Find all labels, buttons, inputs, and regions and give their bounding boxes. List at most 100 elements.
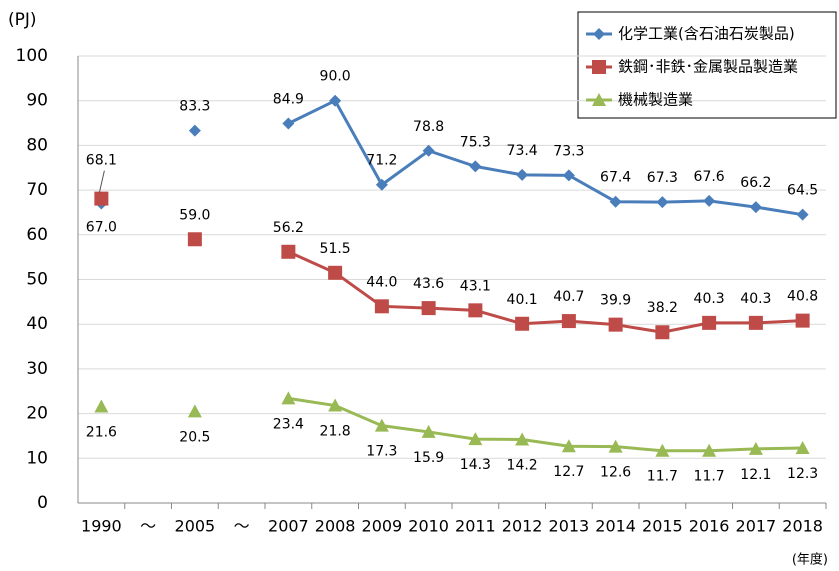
x-tick-label: 2017: [736, 517, 777, 536]
data-label: 64.5: [787, 183, 818, 199]
data-label: 66.2: [740, 175, 771, 191]
leader-line: [98, 170, 105, 193]
data-label: 40.1: [507, 292, 538, 308]
data-label: 84.9: [273, 91, 304, 107]
x-tick-label: 2005: [175, 517, 216, 536]
data-label: 21.8: [320, 424, 351, 440]
data-label: 67.4: [600, 170, 631, 186]
marker: [656, 196, 669, 209]
data-label: 90.0: [320, 69, 351, 85]
data-label: 67.0: [86, 220, 117, 236]
marker: [702, 443, 717, 457]
legend-label: 機械製造業: [618, 91, 693, 109]
data-label: 43.1: [460, 278, 491, 294]
marker: [421, 301, 436, 316]
marker: [281, 244, 296, 259]
data-label: 75.3: [460, 134, 491, 150]
marker: [608, 317, 623, 332]
marker: [703, 194, 716, 207]
marker: [748, 315, 763, 330]
marker: [328, 265, 343, 280]
y-tick-label: 60: [26, 225, 48, 245]
data-label: 73.3: [553, 143, 584, 159]
x-tick-label: 2018: [782, 517, 823, 536]
y-tick-label: 0: [37, 493, 48, 513]
data-label: 14.2: [507, 458, 538, 474]
marker: [421, 424, 436, 438]
data-label: 12.7: [553, 464, 584, 480]
x-tick-label: 2011: [455, 517, 496, 536]
marker: [561, 439, 576, 453]
x-tick-label: 2007: [268, 517, 309, 536]
marker: [328, 398, 343, 412]
data-label: 21.6: [86, 424, 117, 440]
data-label: 51.5: [320, 241, 351, 257]
y-tick-label: 10: [26, 448, 48, 468]
x-tick-label: 2010: [408, 517, 449, 536]
marker: [749, 201, 762, 214]
data-label: 23.4: [273, 416, 304, 432]
marker: [655, 325, 670, 340]
data-label: 43.6: [413, 276, 444, 292]
data-label: 11.7: [647, 469, 678, 485]
legend-label: 化学工業(含石油石炭製品): [618, 25, 795, 43]
marker: [795, 313, 810, 328]
y-tick-label: 70: [26, 180, 48, 200]
data-label: 38.2: [647, 300, 678, 316]
marker: [375, 178, 388, 191]
x-tick-label: 2016: [689, 517, 730, 536]
marker: [94, 399, 109, 413]
data-label: 40.7: [553, 289, 584, 305]
y-tick-label: 30: [26, 359, 48, 379]
marker: [562, 169, 575, 182]
marker: [281, 391, 296, 405]
marker: [469, 160, 482, 173]
marker: [592, 60, 606, 74]
x-tick-label: 2008: [315, 517, 356, 536]
marker: [608, 439, 623, 453]
data-label: 40.8: [787, 289, 818, 305]
x-tick-label: 2015: [642, 517, 683, 536]
y-tick-label: 80: [26, 135, 48, 155]
y-tick-label: 50: [26, 270, 48, 290]
y-tick-label: 100: [16, 46, 48, 66]
data-label: 68.1: [86, 153, 117, 169]
marker: [593, 28, 605, 40]
marker: [94, 191, 109, 206]
data-label: 56.2: [273, 220, 304, 236]
data-label: 73.4: [507, 143, 538, 159]
data-label: 12.1: [740, 467, 771, 483]
data-label: 20.5: [179, 429, 210, 445]
marker: [188, 124, 201, 137]
data-label: 14.3: [460, 457, 491, 473]
x-tick-label: 2013: [549, 517, 590, 536]
data-label: 39.9: [600, 293, 631, 309]
marker: [374, 299, 389, 314]
marker: [468, 432, 483, 446]
marker: [592, 93, 606, 106]
marker: [329, 94, 342, 107]
marker: [796, 208, 809, 221]
marker: [516, 168, 529, 181]
data-label: 12.3: [787, 466, 818, 482]
marker: [374, 418, 389, 432]
y-tick-label: 40: [26, 314, 48, 334]
marker: [515, 432, 530, 446]
data-label: 67.3: [647, 170, 678, 186]
data-label: 11.7: [694, 469, 725, 485]
series-line: [287, 250, 803, 334]
marker: [422, 144, 435, 157]
data-label: 83.3: [179, 99, 210, 115]
x-tick-label: 2009: [362, 517, 403, 536]
series-line: [287, 98, 803, 217]
marker: [468, 303, 483, 318]
data-label: 71.2: [366, 153, 397, 169]
x-tick-label: ～: [234, 517, 250, 536]
data-label: 78.8: [413, 119, 444, 135]
data-label: 59.0: [179, 207, 210, 223]
data-label: 12.6: [600, 465, 631, 481]
data-label: 17.3: [366, 444, 397, 460]
x-tick-label: ～: [140, 517, 156, 536]
marker: [795, 441, 810, 455]
